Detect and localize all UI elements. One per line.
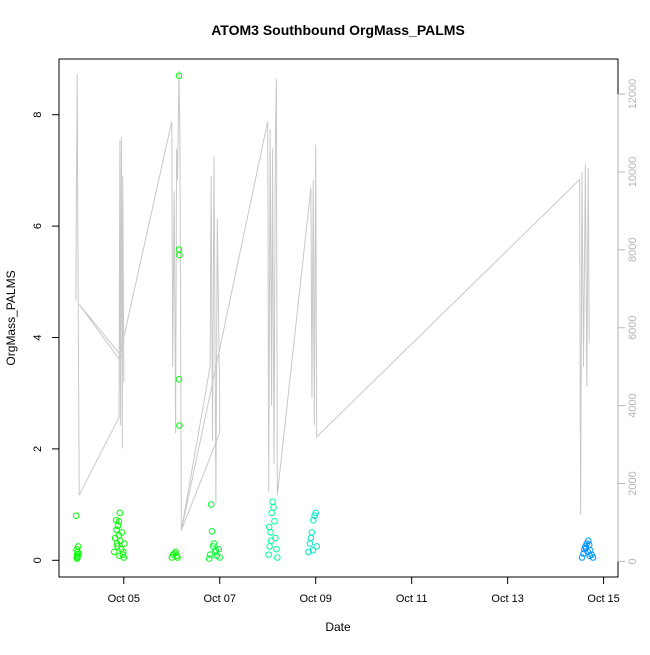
data-point (586, 552, 594, 560)
data-point (208, 528, 216, 535)
data-point (265, 551, 273, 559)
y-tick-label: 2 (32, 446, 44, 452)
data-point (74, 553, 81, 560)
data-point (271, 518, 278, 525)
x-tick-label: Oct 09 (300, 593, 332, 605)
right-y-tick-label: 4000 (627, 393, 639, 417)
data-point (311, 512, 319, 520)
y-axis-label: OrgMass_PALMS (4, 270, 18, 365)
x-tick-label: Oct 05 (108, 593, 140, 605)
data-point (265, 523, 273, 531)
data-point (274, 554, 281, 561)
data-point (210, 540, 218, 547)
data-point (116, 509, 124, 517)
data-point (114, 522, 122, 530)
data-point (74, 543, 82, 550)
data-point (582, 544, 590, 552)
data-point (116, 552, 123, 560)
data-point (307, 534, 315, 542)
data-point (205, 555, 213, 562)
data-point (73, 512, 80, 520)
data-point (175, 72, 183, 79)
data-point (580, 550, 587, 557)
right-y-tick-label: 12000 (627, 79, 639, 110)
data-point (268, 509, 275, 517)
right-y-tick-label: 8000 (627, 238, 639, 262)
data-point (216, 554, 223, 561)
data-point (176, 422, 183, 429)
x-tick-label: Oct 11 (396, 593, 428, 605)
data-point (585, 537, 592, 545)
right-y-tick-label: 6000 (627, 315, 639, 339)
x-axis-label: Date (325, 620, 351, 634)
data-point (114, 543, 121, 550)
plot-layer: Oct 05 Oct 07 Oct 09 Oct 11 Oct 13 Oct 15 0 2 4 6… (32, 58, 639, 605)
data-point (176, 251, 183, 259)
right-y-tick-label: 0 (627, 558, 639, 564)
data-point (206, 551, 214, 559)
data-point (215, 545, 223, 553)
data-point (584, 548, 592, 556)
data-point (174, 554, 181, 561)
data-point (310, 516, 317, 524)
y-tick-label: 6 (32, 223, 44, 229)
y-tick-label: 4 (32, 334, 44, 340)
data-point (110, 548, 118, 556)
data-point (112, 516, 120, 524)
secondary-series-line (75, 70, 590, 531)
data-point (212, 547, 220, 554)
data-point (270, 504, 277, 511)
data-point (121, 540, 128, 547)
right-y-tick-label: 2000 (627, 471, 639, 495)
data-point (172, 548, 179, 556)
right-y-tick-label: 10000 (627, 157, 639, 188)
data-point (119, 551, 127, 559)
data-point (305, 548, 312, 556)
data-point (175, 376, 183, 383)
data-point (115, 518, 123, 525)
data-point (113, 526, 120, 534)
data-point (75, 550, 82, 557)
data-point (578, 554, 586, 561)
data-point (120, 548, 127, 556)
data-point (313, 543, 321, 550)
chart-title: ATOM3 Southbound OrgMass_PALMS (211, 22, 465, 38)
data-point (207, 501, 215, 508)
x-tick-label: Oct 13 (491, 593, 523, 605)
data-point (312, 509, 320, 517)
y-tick-label: 0 (32, 557, 44, 563)
x-tick-label: Oct 15 (587, 593, 619, 605)
y-tick-label: 8 (32, 112, 44, 118)
data-point (589, 554, 597, 561)
data-point (309, 547, 317, 554)
data-point (273, 545, 280, 553)
x-tick-label: Oct 07 (204, 593, 236, 605)
data-point (267, 537, 275, 545)
data-point (118, 529, 126, 536)
